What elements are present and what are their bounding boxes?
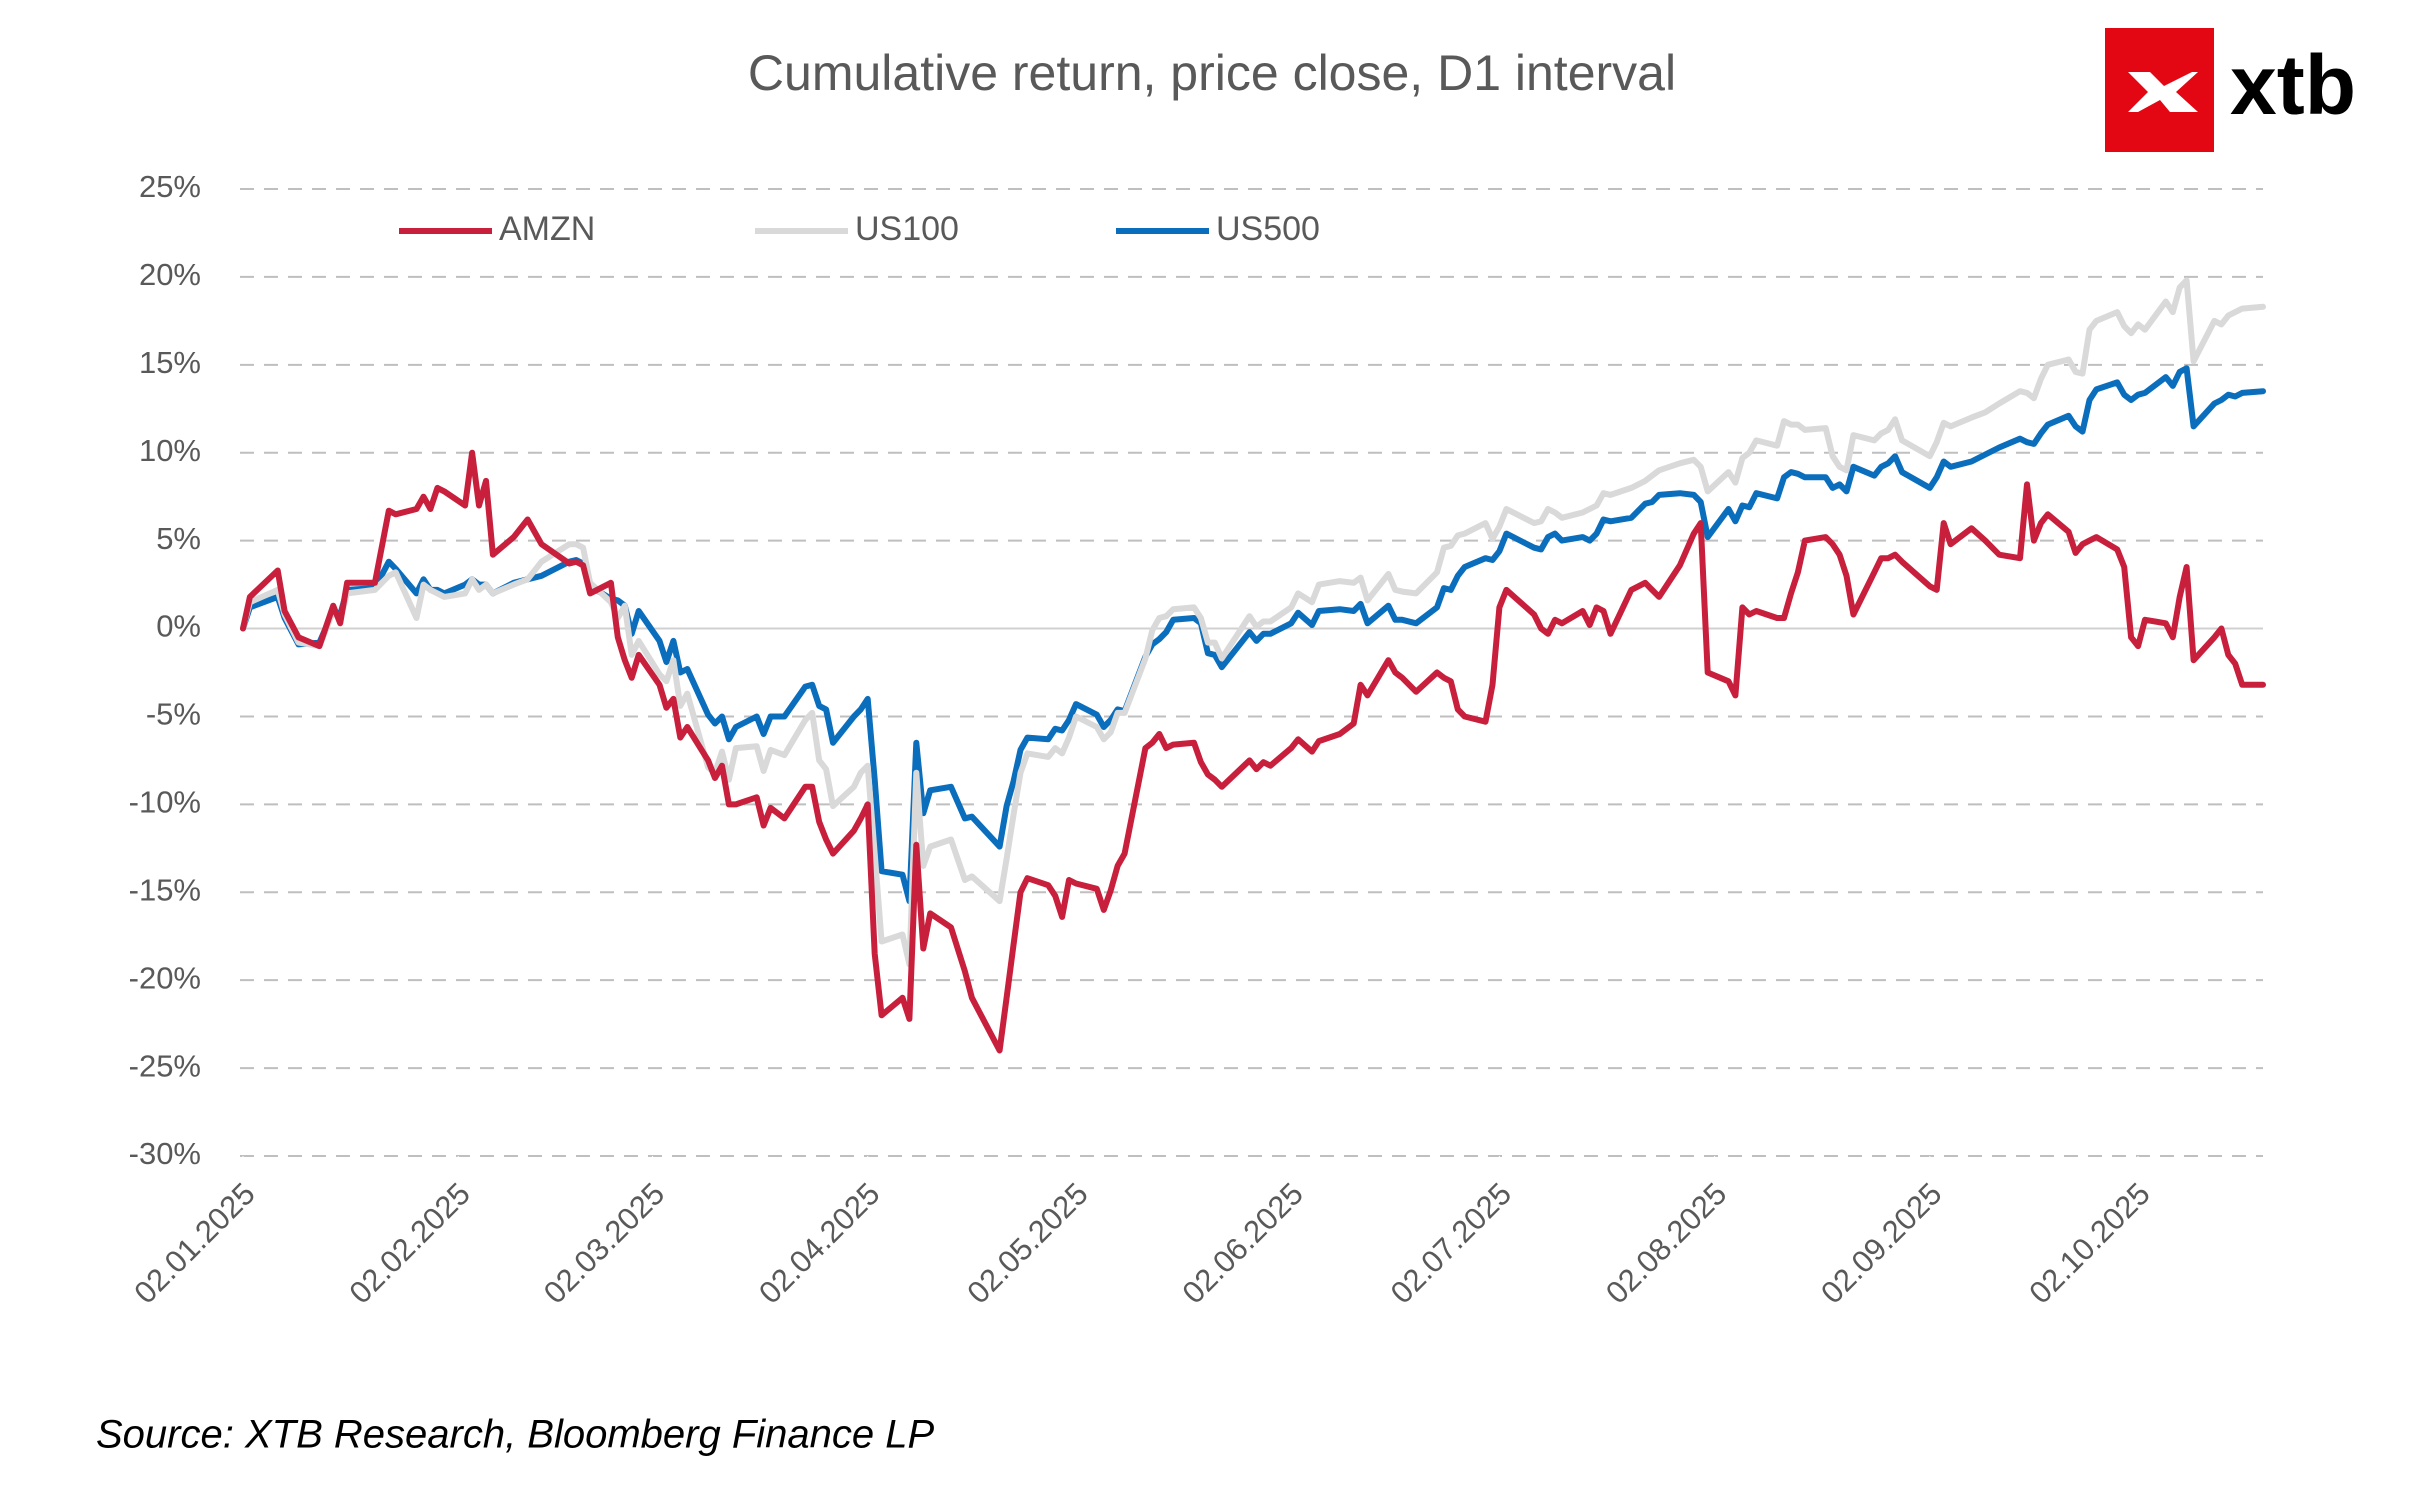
legend: AMZN US100 US500	[399, 210, 1320, 248]
y-tick-label: 15%	[139, 345, 201, 380]
series-line	[240, 449, 2266, 1054]
y-tick-label: -10%	[129, 785, 201, 820]
y-tick-label: 20%	[139, 257, 201, 292]
source-note: Source: XTB Research, Bloomberg Finance …	[96, 1413, 935, 1457]
series-line	[240, 277, 2266, 968]
y-tick-label: -25%	[129, 1048, 201, 1083]
y-tick-label: -15%	[129, 872, 201, 907]
logo-text: xtb	[2230, 38, 2356, 132]
legend-label: AMZN	[499, 210, 595, 248]
y-tick-label: 25%	[139, 169, 201, 204]
y-tick-label: -30%	[129, 1136, 201, 1171]
y-tick-label: -20%	[129, 960, 201, 995]
legend-label: US500	[1216, 210, 1320, 248]
chart-title: Cumulative return, price close, D1 inter…	[748, 45, 1676, 101]
logo: xtb	[2105, 28, 2356, 152]
y-tick-label: 5%	[156, 521, 201, 556]
y-tick-label: 0%	[156, 609, 201, 644]
y-tick-label: -5%	[146, 697, 201, 732]
logo-mark	[2128, 72, 2198, 112]
plot-lines	[240, 277, 2266, 1054]
legend-label: US100	[855, 210, 959, 248]
y-tick-label: 10%	[139, 433, 201, 468]
